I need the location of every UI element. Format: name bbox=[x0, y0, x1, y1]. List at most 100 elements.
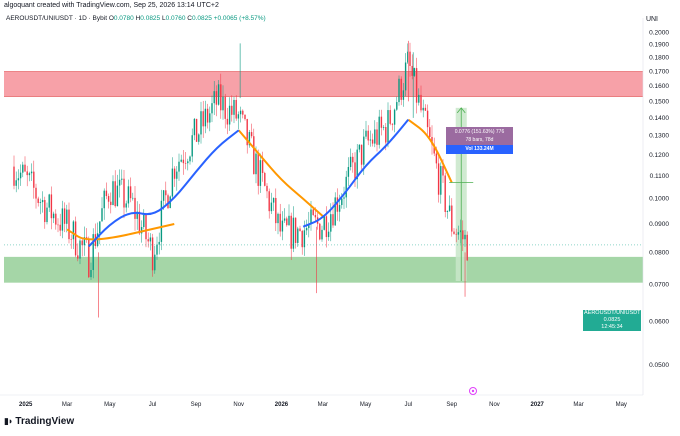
candle-body bbox=[400, 78, 402, 100]
x-tick-label: 2027 bbox=[531, 402, 545, 408]
candle-body bbox=[88, 239, 90, 278]
candle-body bbox=[323, 216, 325, 230]
candle-body bbox=[44, 200, 46, 223]
candle-body bbox=[288, 215, 290, 226]
candle-body bbox=[151, 237, 154, 271]
candle-body bbox=[143, 214, 145, 228]
candle-body bbox=[107, 196, 110, 202]
candle-body bbox=[50, 194, 53, 219]
candle-body bbox=[116, 185, 119, 207]
candle-body bbox=[52, 213, 55, 219]
change-value: +0.0065 (+8.57%) bbox=[213, 15, 266, 22]
candle-body bbox=[211, 103, 213, 114]
candle-body bbox=[270, 202, 273, 212]
candle-body bbox=[343, 197, 345, 199]
candle-body bbox=[147, 239, 149, 242]
candle-body bbox=[228, 105, 231, 125]
candle-body bbox=[429, 127, 431, 138]
candle-body bbox=[33, 171, 35, 188]
candle-body bbox=[415, 68, 418, 103]
candle-body bbox=[198, 134, 200, 142]
candle-body bbox=[426, 110, 429, 128]
candle-body bbox=[268, 191, 270, 212]
candle-body bbox=[363, 136, 365, 165]
candle-body bbox=[319, 223, 321, 240]
zones-layer bbox=[4, 70, 643, 283]
candle-body bbox=[303, 230, 306, 248]
candle-body bbox=[244, 114, 246, 120]
candle-body bbox=[325, 216, 328, 238]
candle-body bbox=[321, 229, 323, 240]
candle-body bbox=[160, 200, 163, 242]
candle-body bbox=[264, 172, 266, 186]
candle-body bbox=[345, 176, 347, 198]
ohlc-key: O bbox=[108, 15, 114, 22]
candle-body bbox=[129, 186, 132, 199]
candle-body bbox=[367, 130, 369, 141]
candle-body bbox=[277, 213, 279, 224]
candle-body bbox=[444, 175, 446, 212]
candle-body bbox=[46, 207, 48, 223]
candle-body bbox=[176, 171, 178, 179]
candle-body bbox=[149, 237, 152, 242]
y-tick-label: 0.1200 bbox=[649, 152, 669, 159]
x-tick-label: Nov bbox=[489, 402, 500, 408]
candles-layer bbox=[13, 40, 468, 318]
candle-body bbox=[77, 255, 79, 259]
byline: algoquant created with TradingView.com, … bbox=[4, 2, 219, 9]
candle-body bbox=[165, 190, 167, 196]
y-tick-label: 0.1400 bbox=[649, 115, 669, 122]
symbol-legend: AEROUSDT/UNIUSDT · 1D · Bybit O0.0780 H0… bbox=[6, 15, 266, 22]
candle-body bbox=[336, 197, 339, 212]
brand-name: TradingView bbox=[15, 416, 75, 427]
candle-body bbox=[294, 217, 297, 243]
ohlc-value: 0.0825 bbox=[191, 15, 214, 22]
x-tick-label: 2026 bbox=[275, 402, 289, 408]
candle-body bbox=[281, 220, 284, 232]
candle-body bbox=[242, 110, 244, 115]
candle-body bbox=[167, 195, 169, 209]
candle-body bbox=[402, 90, 405, 100]
candle-body bbox=[413, 68, 416, 76]
candle-body bbox=[255, 153, 257, 175]
ohlc-key: H bbox=[135, 15, 141, 22]
candle-body bbox=[338, 205, 341, 212]
candle-body bbox=[206, 108, 209, 123]
candle-body bbox=[28, 173, 31, 176]
candle-body bbox=[435, 153, 438, 164]
candle-body bbox=[290, 215, 292, 249]
candle-body bbox=[48, 194, 50, 208]
candle-body bbox=[239, 110, 242, 115]
x-tick-label: Sep bbox=[191, 402, 202, 408]
candle-body bbox=[101, 208, 103, 222]
candle-body bbox=[114, 181, 116, 207]
candle-body bbox=[396, 102, 398, 110]
candle-body bbox=[59, 224, 61, 231]
symbol-name[interactable]: AEROUSDT/UNIUSDT · 1D · Bybit bbox=[6, 15, 108, 22]
candle-body bbox=[110, 201, 112, 205]
candle-body bbox=[448, 205, 451, 211]
candle-body bbox=[68, 209, 70, 240]
candle-body bbox=[191, 135, 193, 157]
candle-body bbox=[215, 91, 218, 105]
candle-body bbox=[275, 197, 277, 224]
candle-body bbox=[248, 132, 251, 146]
candle-body bbox=[193, 118, 196, 136]
candle-body bbox=[17, 178, 20, 181]
candle-body bbox=[13, 166, 15, 186]
candle-body bbox=[39, 202, 42, 203]
x-tick-label: Sep bbox=[446, 402, 457, 408]
candle-body bbox=[213, 91, 215, 104]
candle-body bbox=[246, 119, 248, 146]
candle-body bbox=[334, 197, 336, 226]
x-tick-label: May bbox=[616, 402, 627, 408]
y-tick-label: 0.0500 bbox=[649, 362, 669, 369]
ohlc-values: O0.0780 H0.0825 L0.0760 C0.0825 bbox=[109, 15, 214, 22]
candle-body bbox=[407, 51, 409, 63]
candle-body bbox=[374, 129, 376, 144]
candle-body bbox=[440, 166, 442, 195]
candle-body bbox=[162, 190, 165, 201]
candle-body bbox=[261, 160, 264, 173]
candle-body bbox=[57, 224, 59, 226]
